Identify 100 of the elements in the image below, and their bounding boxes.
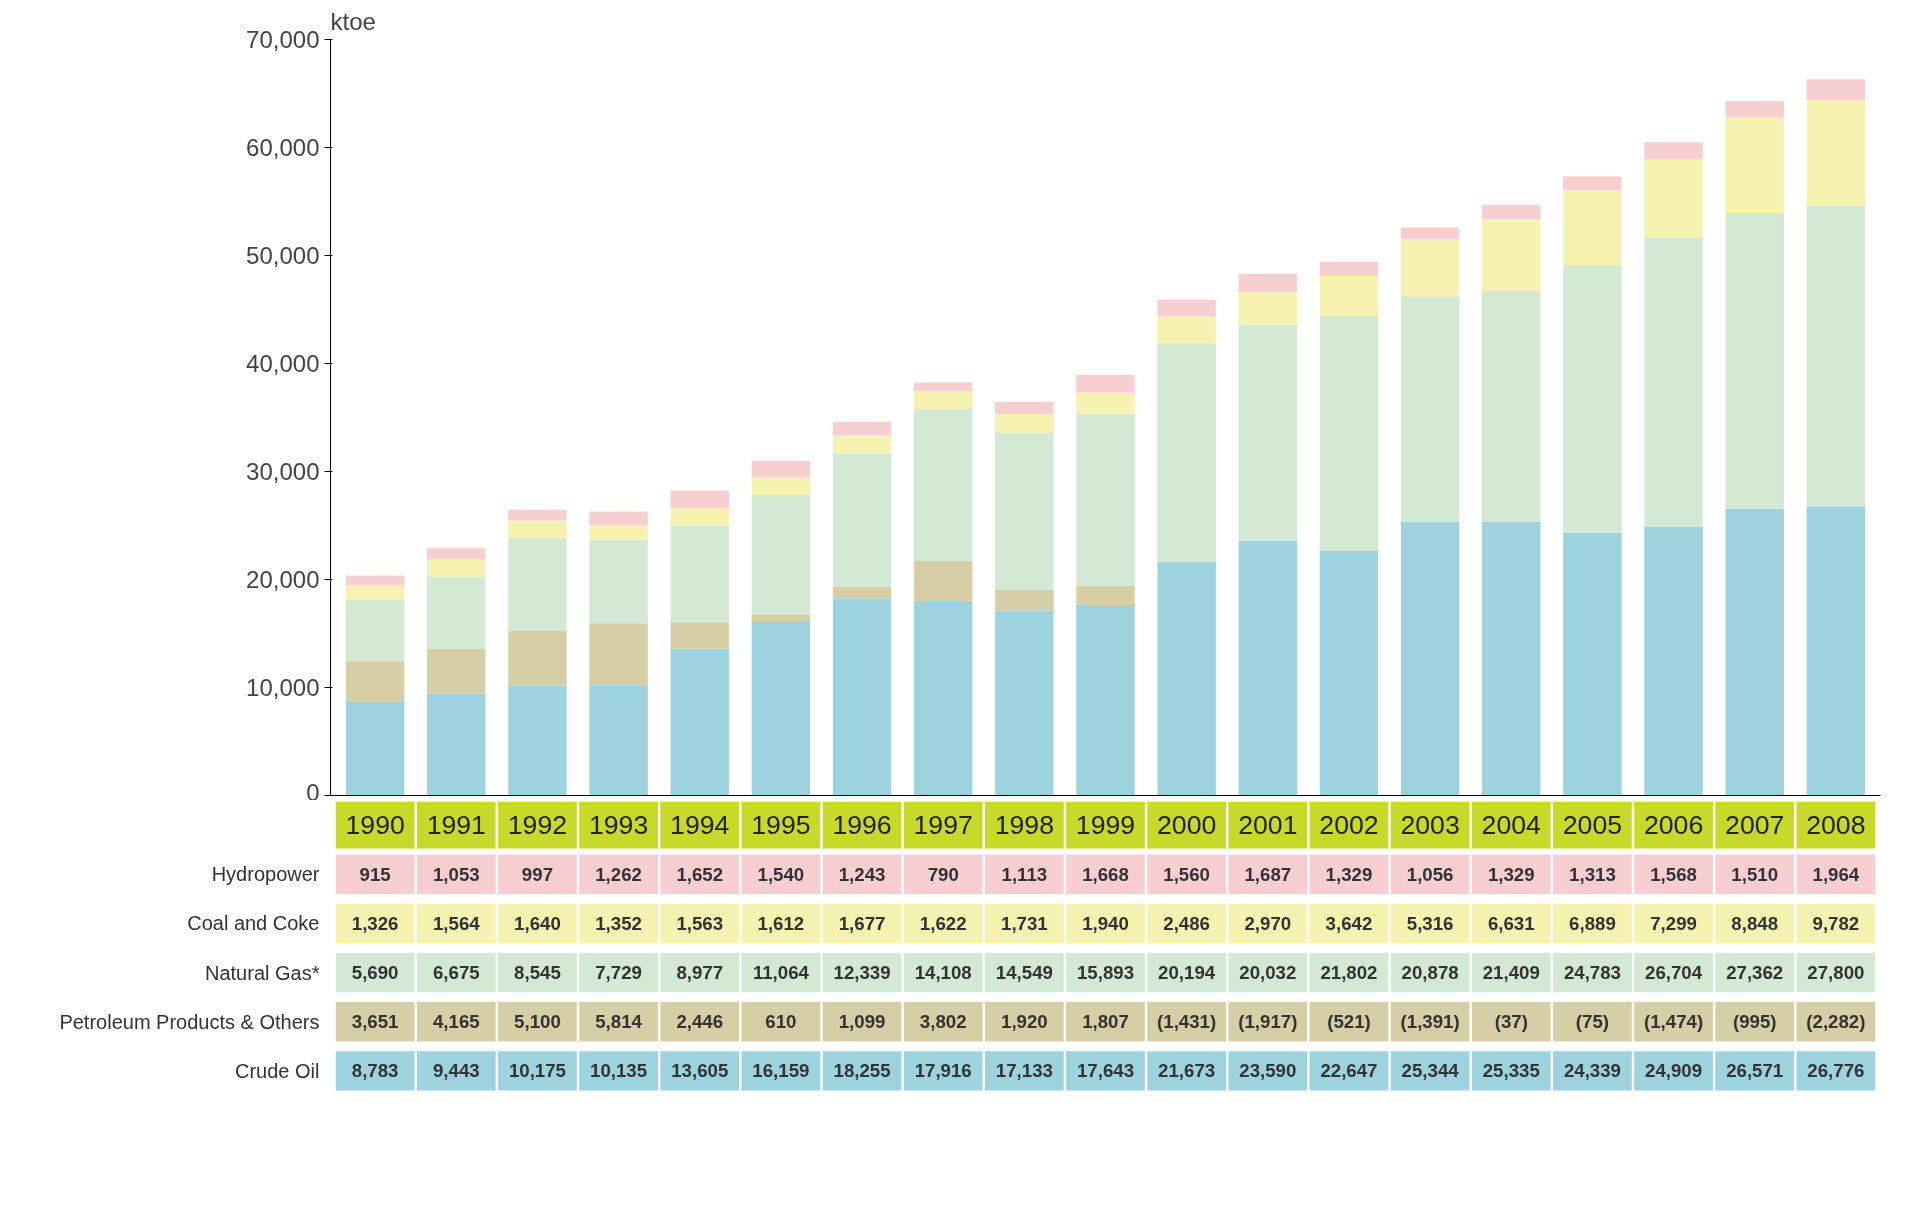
text: (521) <box>1327 1011 1371 1033</box>
x-tick-label: 1998 <box>994 810 1055 841</box>
data-label: 1,563 <box>676 912 724 934</box>
data-label: 4,165 <box>432 1011 480 1033</box>
bar <box>427 576 486 649</box>
bar <box>1644 238 1703 527</box>
data-label: 8,783 <box>351 1060 399 1082</box>
x-tick-label: 2002 <box>1319 810 1379 841</box>
legend-label: Coal and Coke <box>187 912 320 935</box>
data-label: 3,651 <box>351 1011 399 1033</box>
data-label: 18,255 <box>833 1060 891 1082</box>
bar <box>1806 506 1866 796</box>
data-label: 17,643 <box>1076 1060 1135 1082</box>
text: (1,431) <box>1157 1011 1217 1033</box>
data-label: 12,339 <box>833 962 891 984</box>
bar <box>1238 324 1298 541</box>
bar <box>832 435 892 454</box>
data-label: 1,940 <box>1082 912 1129 934</box>
data-label: 1,731 <box>1001 912 1048 934</box>
data-label: 1,329 <box>1325 863 1373 885</box>
bar <box>1482 219 1541 291</box>
bar <box>1157 299 1216 317</box>
bar <box>508 685 567 796</box>
data-label: 5,100 <box>514 1011 561 1033</box>
data-label: 1,352 <box>595 912 642 934</box>
data-label: 21,802 <box>1320 962 1378 984</box>
x-tick-label: 1993 <box>588 810 649 841</box>
bar <box>913 602 973 796</box>
data-label: 26,704 <box>1645 962 1703 984</box>
x-tick-label: 1995 <box>751 810 811 841</box>
bar <box>670 648 729 796</box>
data-label: 16,159 <box>752 1060 810 1082</box>
x-tick-label: 1997 <box>913 810 973 841</box>
data-label: 610 <box>765 1011 797 1033</box>
bar <box>751 614 811 621</box>
bar <box>1238 540 1298 796</box>
data-label: 26,776 <box>1807 1060 1865 1082</box>
bar <box>1563 190 1622 265</box>
data-label: 27,362 <box>1726 962 1784 984</box>
y-tick-label: 0 <box>306 778 320 806</box>
bar <box>427 648 486 694</box>
bar <box>1482 521 1541 796</box>
data-label: 1,807 <box>1082 1011 1129 1033</box>
bar <box>345 661 405 701</box>
data-label: 24,339 <box>1563 1060 1621 1082</box>
bar <box>1806 79 1866 101</box>
bar <box>1644 142 1703 160</box>
data-label: 1,564 <box>432 912 481 934</box>
bar <box>1319 550 1379 796</box>
bar <box>345 599 405 662</box>
bar <box>589 686 648 796</box>
data-label: 25,344 <box>1401 1060 1460 1082</box>
legend-label: Natural Gas* <box>205 961 320 984</box>
x-tick-label: 1999 <box>1075 810 1136 841</box>
data-label: 21,673 <box>1158 1060 1216 1082</box>
bar <box>1725 117 1784 214</box>
bar <box>427 548 486 560</box>
bar <box>1400 521 1460 796</box>
bar <box>589 623 648 687</box>
bar <box>751 620 811 796</box>
y-tick-label: 30,000 <box>246 458 320 485</box>
bar <box>995 589 1054 611</box>
data-label: 1,964 <box>1812 863 1860 885</box>
data-label: 9,782 <box>1812 912 1860 934</box>
data-label: 1,326 <box>351 912 399 934</box>
bar <box>913 560 973 603</box>
bar <box>751 494 811 615</box>
data-label: 24,909 <box>1645 1060 1703 1082</box>
bar <box>1076 604 1135 796</box>
data-label: 1,329 <box>1487 863 1535 885</box>
data-label: 1,053 <box>432 863 480 885</box>
data-label: 6,889 <box>1569 912 1616 934</box>
x-tick-label: 2006 <box>1643 810 1704 841</box>
x-tick-label: 2000 <box>1157 810 1217 841</box>
bar <box>345 585 405 600</box>
bar <box>1400 296 1460 522</box>
data-label: 1,920 <box>1001 1011 1048 1033</box>
data-label: 20,194 <box>1158 962 1216 984</box>
bar <box>751 477 811 495</box>
bar <box>1644 526 1703 796</box>
data-label: 1,640 <box>514 912 561 934</box>
bar <box>1563 264 1622 533</box>
data-label: 1,668 <box>1082 863 1129 885</box>
data-label: 14,108 <box>914 962 972 984</box>
text: (1,391) <box>1400 1011 1460 1033</box>
bar <box>1076 374 1135 393</box>
bar <box>1725 508 1784 796</box>
data-label: 1,510 <box>1731 863 1779 885</box>
data-label: 20,032 <box>1239 962 1297 984</box>
x-tick-label: 2001 <box>1238 810 1298 841</box>
data-label: 1,243 <box>838 863 886 885</box>
data-label: 17,133 <box>995 1060 1053 1082</box>
y-tick-label: 20,000 <box>246 566 320 593</box>
data-label: 17,916 <box>914 1060 972 1082</box>
bar <box>913 382 973 392</box>
data-label: 2,446 <box>676 1011 724 1033</box>
data-label: 1,313 <box>1569 863 1616 885</box>
x-tick-label: 1991 <box>426 810 486 841</box>
bar <box>670 508 729 526</box>
x-tick-label: 1994 <box>670 810 730 841</box>
